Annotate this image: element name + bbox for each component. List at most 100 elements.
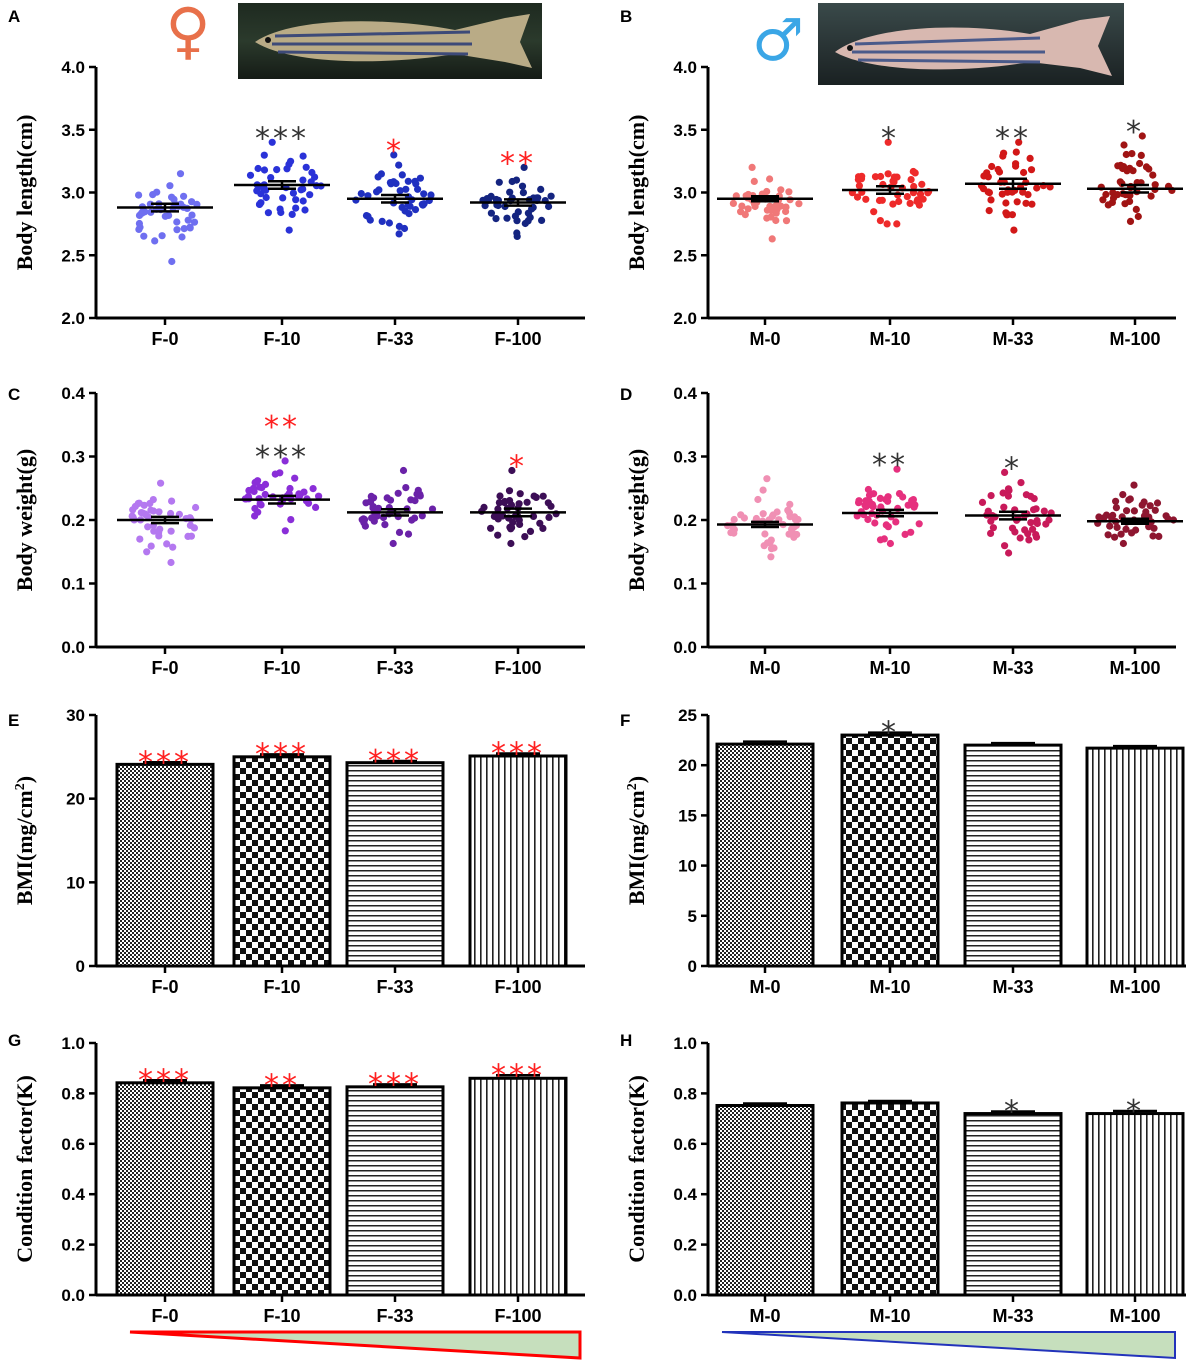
data-point	[1109, 194, 1118, 202]
data-point	[767, 206, 776, 214]
data-point	[140, 232, 148, 240]
data-point	[494, 505, 502, 513]
data-point	[377, 170, 385, 178]
data-point	[915, 520, 923, 528]
y-tick-label: 0.6	[61, 1135, 85, 1154]
data-point	[285, 226, 293, 234]
x-tick-label: F-100	[494, 658, 541, 678]
data-point	[166, 182, 174, 190]
x-tick-label: F-0	[152, 977, 179, 997]
x-tick-label: M-100	[1109, 329, 1160, 349]
x-tick-label: F-10	[263, 329, 300, 349]
data-point	[513, 217, 521, 225]
male-header: ♂	[752, 3, 1124, 85]
data-point	[1011, 528, 1019, 536]
data-point	[1013, 198, 1021, 206]
data-point	[521, 533, 529, 541]
data-point	[528, 205, 536, 213]
data-point	[1020, 168, 1028, 177]
significance-stars: ***	[368, 1067, 422, 1102]
male-zebrafish-image	[818, 3, 1124, 85]
data-point	[862, 195, 870, 203]
panel-c: C 0.0 0.1 0.2 0.3 0.4 Body weight(g) F-0 F-10 F-3…	[8, 384, 585, 678]
data-point	[163, 540, 171, 548]
data-point	[545, 202, 553, 211]
data-point	[401, 207, 409, 215]
data-point	[131, 502, 139, 511]
data-point	[315, 492, 323, 500]
data-point	[1099, 196, 1107, 204]
significance-stars: *	[1126, 115, 1144, 150]
bar	[468, 1076, 568, 1297]
data-point	[144, 523, 152, 531]
data-point	[545, 513, 553, 522]
data-point	[153, 188, 161, 196]
y-tick-label: 0.4	[61, 384, 85, 403]
data-point	[193, 200, 201, 208]
data-point	[791, 513, 799, 521]
data-point	[1028, 200, 1036, 208]
data-point	[292, 196, 300, 204]
data-point	[866, 501, 874, 509]
data-point	[1136, 159, 1144, 168]
data-point	[381, 521, 389, 529]
data-point	[903, 193, 911, 201]
x-tick-label: F-0	[152, 1306, 179, 1326]
data-point	[261, 490, 269, 499]
data-point	[151, 237, 159, 245]
data-point	[907, 528, 915, 536]
data-point	[918, 180, 926, 188]
data-point	[508, 466, 516, 475]
data-point	[1120, 163, 1128, 171]
data-point	[399, 466, 408, 475]
data-point	[306, 191, 314, 199]
data-point	[178, 233, 186, 241]
y-tick-label: 0.0	[61, 1286, 85, 1305]
data-point	[1138, 132, 1146, 140]
y-tick-label: 0	[76, 957, 85, 976]
data-point	[1102, 190, 1110, 199]
data-point	[1121, 200, 1129, 208]
data-point	[413, 490, 421, 498]
data-point	[759, 486, 767, 494]
data-point	[886, 539, 895, 548]
x-tick-label: F-10	[263, 977, 300, 997]
y-axis-title-end: )	[12, 776, 37, 783]
data-point	[1126, 217, 1135, 225]
y-tick-label: 0.6	[673, 1135, 697, 1154]
data-point	[267, 174, 275, 182]
bar	[345, 1085, 445, 1297]
data-point	[301, 206, 309, 214]
data-point	[1114, 162, 1122, 170]
data-point	[400, 224, 409, 233]
data-point	[404, 530, 413, 538]
data-point	[428, 505, 437, 513]
data-point	[507, 539, 515, 548]
data-point	[506, 188, 514, 196]
data-point	[299, 152, 307, 160]
data-point	[273, 166, 281, 174]
data-point	[383, 494, 391, 502]
bar	[963, 743, 1063, 968]
y-tick-label: 0.0	[673, 1286, 697, 1305]
male-symbol: ♂	[752, 6, 804, 74]
y-tick-label: 0.2	[673, 1236, 697, 1255]
panel-g: G 0.0 0.2 0.4 0.6 0.8 1.0 Condition factor(K) F-…	[8, 1031, 585, 1326]
y-tick-label: 3.5	[61, 121, 85, 140]
data-point	[188, 198, 196, 206]
data-point	[1162, 512, 1170, 520]
data-point	[168, 497, 176, 505]
data-point	[1000, 503, 1008, 511]
data-point	[261, 480, 270, 488]
data-point	[988, 162, 996, 171]
data-point	[395, 528, 404, 537]
data-point	[519, 189, 528, 197]
data-point	[854, 176, 863, 184]
data-point	[761, 530, 769, 538]
y-tick-label: 0.4	[673, 384, 697, 403]
data-point	[420, 190, 428, 198]
data-point	[871, 519, 879, 527]
data-point	[264, 209, 272, 217]
y-axis-title: Condition factor(K)	[624, 1075, 649, 1263]
